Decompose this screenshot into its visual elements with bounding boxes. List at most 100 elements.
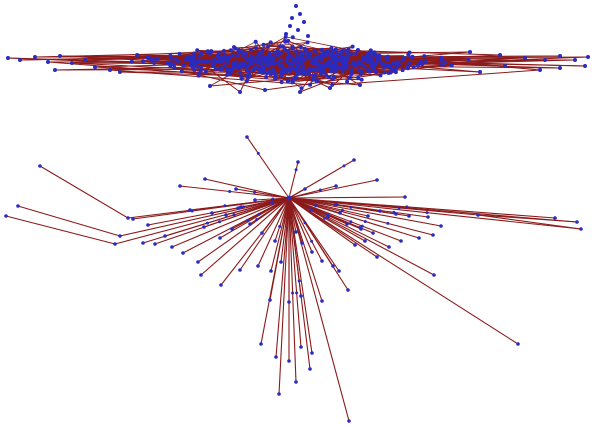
dense-node xyxy=(283,39,288,43)
dense-node xyxy=(345,79,350,84)
star-leaf-node xyxy=(274,355,278,359)
dense-node xyxy=(222,63,227,68)
star-leaf-node xyxy=(338,211,342,215)
star-edge xyxy=(288,197,435,276)
dense-node xyxy=(386,58,390,62)
dense-node xyxy=(298,12,302,16)
star-mid-node xyxy=(335,203,339,207)
dense-node xyxy=(177,51,182,56)
star-edge xyxy=(288,197,323,302)
dense-node xyxy=(208,51,213,56)
star-mid-node xyxy=(310,239,314,243)
star-leaf-node xyxy=(16,204,20,208)
star-branch-edge xyxy=(477,214,578,223)
star-leaf-node xyxy=(146,223,150,227)
star-leaf-node xyxy=(126,216,130,220)
dense-node xyxy=(286,78,291,83)
star-leaf-node xyxy=(196,260,200,264)
dense-node xyxy=(358,83,362,87)
dense-node xyxy=(349,71,354,76)
star-edge xyxy=(261,197,290,234)
dense-node xyxy=(318,71,323,76)
dense-node xyxy=(195,64,200,69)
dense-node xyxy=(312,61,317,66)
star-leaf-node xyxy=(308,367,312,371)
dense-node xyxy=(440,62,444,67)
star-branch-edge xyxy=(477,214,582,230)
star-edge xyxy=(288,196,406,199)
dense-node xyxy=(46,60,50,64)
dense-node xyxy=(195,48,200,53)
dense-node xyxy=(227,71,232,76)
dense-node xyxy=(244,68,249,73)
dense-node xyxy=(230,68,234,73)
dense-node xyxy=(359,69,364,74)
dense-node xyxy=(346,47,351,52)
dense-node xyxy=(275,53,280,58)
star-leaf-node xyxy=(299,294,303,298)
dense-node xyxy=(270,67,275,72)
star-edge xyxy=(288,179,378,199)
dense-node xyxy=(277,63,282,68)
star-leaf-node xyxy=(178,184,182,188)
dense-node xyxy=(386,71,391,75)
dense-node xyxy=(294,61,299,66)
star-edge xyxy=(171,197,290,248)
star-edge xyxy=(288,188,306,199)
dense-node xyxy=(228,48,233,53)
star-leaf-node xyxy=(399,239,403,243)
star-leaf-node xyxy=(334,184,338,188)
dense-node xyxy=(390,67,395,72)
dense-node xyxy=(33,55,37,59)
dense-node xyxy=(308,51,313,56)
dense-node xyxy=(466,57,471,62)
dense-node xyxy=(369,59,374,64)
star-mid-node xyxy=(340,208,344,212)
dense-node xyxy=(384,55,389,59)
dense-node xyxy=(149,57,154,62)
star-mid-node xyxy=(405,205,409,209)
star-edge xyxy=(274,197,290,242)
dense-node xyxy=(198,68,203,73)
dense-node xyxy=(304,52,309,57)
dense-node xyxy=(293,75,298,79)
star-leaf-node xyxy=(294,380,298,384)
dense-node xyxy=(146,55,151,60)
dense-node xyxy=(247,62,252,67)
star-edge xyxy=(288,197,442,227)
star-mid-node xyxy=(295,291,299,295)
dense-node xyxy=(203,69,208,74)
dense-node xyxy=(271,61,276,66)
star-edge xyxy=(119,197,290,237)
dense-node xyxy=(284,32,288,36)
star-leaf-node xyxy=(296,160,300,164)
star-mid-node xyxy=(397,206,401,210)
dense-node xyxy=(330,82,335,87)
star-leaf-node xyxy=(38,164,42,168)
dense-node xyxy=(268,40,273,45)
star-mid-node xyxy=(278,225,282,228)
star-leaf-node xyxy=(219,283,223,287)
star-branch-edge xyxy=(17,205,121,237)
star-edge xyxy=(288,197,323,262)
dense-node xyxy=(320,63,325,68)
dense-node xyxy=(152,61,157,65)
dense-node xyxy=(141,59,146,64)
dense-node xyxy=(235,64,240,69)
star-leaf-node xyxy=(287,300,291,304)
star-leaf-node xyxy=(163,234,167,238)
dense-node xyxy=(395,60,400,65)
dense-node xyxy=(356,48,360,52)
dense-node xyxy=(254,65,259,70)
dense-node xyxy=(83,58,87,62)
star-mid-node xyxy=(241,205,245,209)
star-mid-node xyxy=(257,212,261,216)
star-edge xyxy=(288,197,350,422)
star-edge xyxy=(275,197,290,358)
star-leaf-node xyxy=(387,245,391,249)
dense-node xyxy=(354,51,359,56)
star-edge xyxy=(219,197,290,239)
dense-node xyxy=(411,65,416,69)
dense-node xyxy=(259,50,264,55)
dense-node xyxy=(272,50,277,55)
